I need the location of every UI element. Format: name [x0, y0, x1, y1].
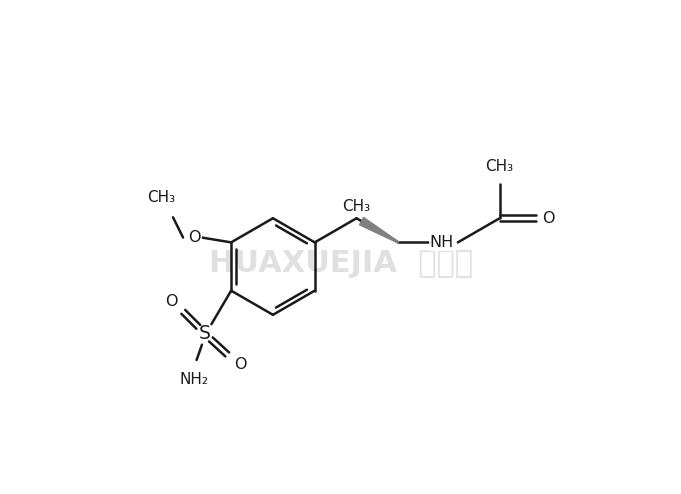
Text: CH₃: CH₃: [343, 200, 370, 214]
Text: O: O: [165, 294, 178, 309]
Polygon shape: [360, 217, 398, 243]
Text: CH₃: CH₃: [486, 159, 513, 174]
Text: NH₂: NH₂: [180, 372, 208, 387]
Text: O: O: [234, 358, 247, 372]
Text: S: S: [199, 324, 210, 343]
Text: O: O: [542, 211, 554, 226]
Text: CH₃: CH₃: [147, 190, 175, 206]
Text: O: O: [189, 230, 201, 245]
Text: HUAXUEJIA  化学加: HUAXUEJIA 化学加: [209, 249, 473, 279]
Text: NH: NH: [430, 235, 454, 250]
